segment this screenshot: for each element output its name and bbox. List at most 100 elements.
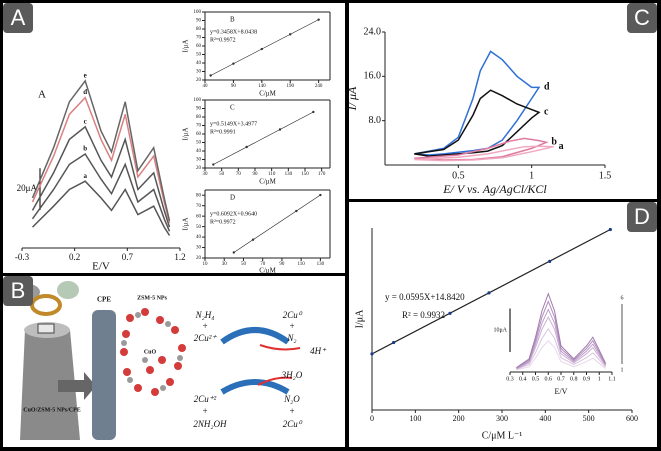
x-tick-label: 50: [241, 262, 247, 267]
scale-bar-label: 10μA: [493, 328, 507, 334]
y-tick-label: 70: [196, 204, 202, 209]
y-tick-label: 40: [196, 235, 202, 240]
y-tick-label: 60: [196, 44, 202, 49]
x-tick-label: 400: [539, 414, 551, 423]
series-label: c: [544, 107, 549, 118]
series-label: b: [551, 137, 557, 148]
x-axis-label: E/V: [555, 387, 568, 396]
x-tick-label: 30: [203, 172, 209, 177]
x-tick-label: 1: [529, 170, 534, 181]
fit-line: [371, 228, 611, 355]
data-point: [295, 209, 298, 213]
data-point: [312, 110, 315, 114]
x-tick-label: 70: [260, 262, 266, 267]
diagram-text: +: [289, 406, 295, 416]
equation: y=0.5149X+3.4977: [210, 121, 257, 127]
diagram-text: N₂O: [283, 394, 300, 404]
x-tick-label: 0.6: [545, 376, 553, 382]
ring: [30, 294, 62, 316]
x-tick-label: 90: [279, 262, 285, 267]
series-label: d: [544, 82, 550, 93]
x-axis-label: C/μM: [259, 267, 276, 275]
diagram-text: ZSM-5 NPs: [137, 295, 167, 301]
y-axis-label: I/μA: [354, 309, 365, 328]
diagram-text: 2Cu⁰: [283, 310, 303, 320]
data-point: [487, 291, 491, 295]
diagram-text: CPE: [97, 296, 111, 304]
data-point: [608, 227, 612, 232]
annotation: 6: [621, 295, 624, 301]
y-tick-label: 90: [196, 19, 202, 24]
x-tick-label: 0.7: [122, 252, 134, 262]
y-tick-label: 40: [196, 149, 202, 154]
y-tick-label: 50: [196, 141, 202, 146]
y-tick-label: 80: [196, 27, 202, 32]
data-point: [232, 251, 236, 254]
x-tick-label: 1.2: [174, 252, 185, 262]
x-tick-label: 1.5: [599, 170, 612, 181]
chart-title: D: [230, 194, 235, 202]
r-squared: R²=0.9972: [210, 219, 236, 225]
piece: [57, 281, 79, 299]
x-tick-label: 90: [231, 84, 237, 89]
diagram-text: +: [289, 321, 295, 331]
r-squared: R²=0.9972: [210, 37, 236, 43]
x-axis-label: C/μM L⁻¹: [482, 430, 523, 441]
y-tick-label: 40: [196, 61, 202, 66]
equation: y=0.6092X+0.9640: [210, 211, 257, 217]
diagram-text: CuO: [144, 349, 157, 355]
electrode-body: [20, 330, 80, 440]
x-axis-label: C/μM: [259, 90, 276, 98]
panel-letter: B: [11, 278, 26, 303]
x-tick-label: 0.5: [452, 170, 465, 181]
y-tick-label: 8.0: [369, 115, 382, 126]
release-arrow: [259, 344, 301, 351]
panel-a: [3, 3, 345, 273]
series-line: [31, 125, 171, 228]
x-tick-label: 70: [236, 172, 242, 177]
y-tick-label: 70: [196, 36, 202, 41]
data-point: [289, 33, 292, 36]
x-tick-label: 300: [496, 414, 508, 423]
x-tick-label: 240: [315, 84, 323, 89]
data-point: [251, 238, 255, 241]
series-label: d: [83, 88, 87, 96]
data-point: [212, 163, 215, 166]
cycle-arrow: [220, 327, 290, 345]
annotation: 1: [621, 367, 624, 373]
x-axis-label: E/V: [92, 261, 110, 273]
y-tick-label: 100: [194, 10, 202, 15]
x-tick-label: 1: [598, 376, 601, 382]
data-point: [392, 340, 396, 345]
series-line: [516, 339, 606, 371]
diagram-text: 2Cu²⁺: [194, 333, 218, 343]
chart-title: B: [230, 16, 235, 24]
panel-badge: [3, 276, 33, 306]
y-tick-label: 90: [196, 107, 202, 112]
series-line: [516, 300, 607, 369]
x-tick-label: 0.5: [532, 376, 540, 382]
data-point: [448, 311, 452, 315]
y-tick-label: 20: [196, 166, 202, 171]
y-axis-label: I/ μA: [345, 86, 359, 111]
fit-line: [233, 194, 321, 253]
x-tick-label: 110: [297, 262, 305, 267]
series-line: [31, 152, 171, 232]
series-line: [516, 327, 606, 370]
series-line: [414, 50, 541, 156]
molecule: [120, 308, 186, 396]
diagram-text: +: [202, 406, 208, 416]
x-tick-label: 0.8: [570, 376, 578, 382]
data-point: [317, 18, 320, 21]
release-arrow: [257, 376, 293, 386]
y-axis-label: I/μA: [182, 39, 190, 52]
x-tick-label: 110: [268, 172, 276, 177]
y-tick-label: 30: [196, 70, 202, 75]
data-point: [245, 145, 248, 149]
diagram-text: 2NH₂OH: [193, 419, 227, 429]
panel-letter: D: [634, 204, 650, 229]
data-point: [278, 128, 282, 131]
x-tick-label: 50: [219, 172, 225, 177]
data-point: [370, 352, 374, 356]
